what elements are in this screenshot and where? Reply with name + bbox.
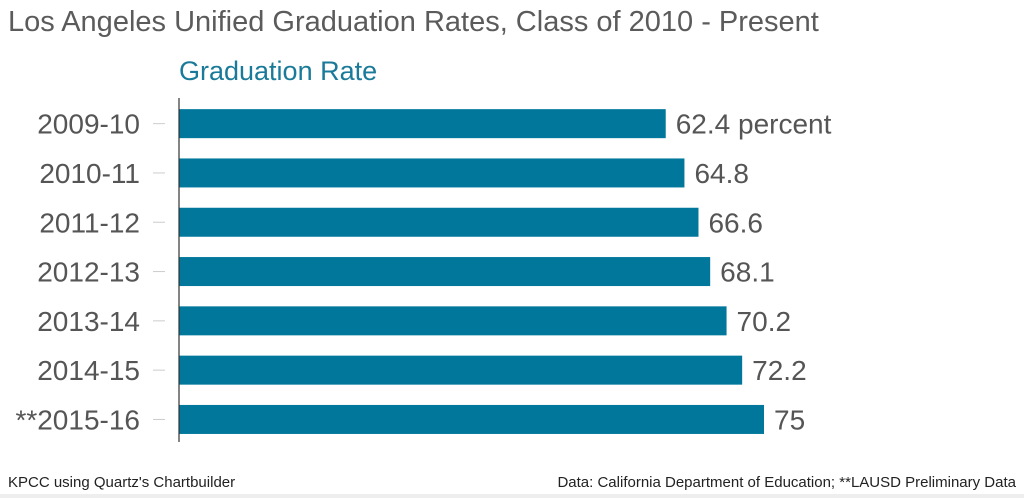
bottom-rule xyxy=(0,494,1024,498)
data-label: 66.6 xyxy=(708,207,763,238)
y-tick-label: 2013-14 xyxy=(37,306,140,337)
footer-credit: KPCC using Quartz's Chartbuilder xyxy=(8,474,236,491)
bar xyxy=(179,207,699,237)
y-tick-label: 2010-11 xyxy=(39,158,140,189)
series-title: Graduation Rate xyxy=(179,56,378,86)
bar xyxy=(179,257,711,287)
bars-layer: 2009-10 62.4 percent 2010-11 64.8 2011-12 66.… xyxy=(15,109,831,436)
footer-source: Data: California Department of Education… xyxy=(557,474,1016,491)
bar xyxy=(179,306,727,336)
data-label: 70.2 xyxy=(737,306,792,337)
bar xyxy=(179,404,764,434)
chart-title: Los Angeles Unified Graduation Rates, Cl… xyxy=(8,6,819,38)
y-tick-label: 2009-10 xyxy=(37,109,140,140)
bar xyxy=(179,158,685,188)
y-tick-label: 2011-12 xyxy=(39,207,140,238)
bar xyxy=(179,355,743,385)
y-tick-label: 2012-13 xyxy=(37,257,140,288)
data-label: 75 xyxy=(774,404,805,435)
data-label: 68.1 xyxy=(720,257,775,288)
data-label: 62.4 percent xyxy=(676,109,832,140)
bar-chart: 2009-10 62.4 percent 2010-11 64.8 2011-12 66.… xyxy=(15,98,832,442)
bar xyxy=(179,109,666,139)
y-tick-label: 2014-15 xyxy=(37,355,140,386)
y-tick-label: **2015-16 xyxy=(15,404,140,435)
data-label: 64.8 xyxy=(694,158,749,189)
data-label: 72.2 xyxy=(752,355,807,386)
